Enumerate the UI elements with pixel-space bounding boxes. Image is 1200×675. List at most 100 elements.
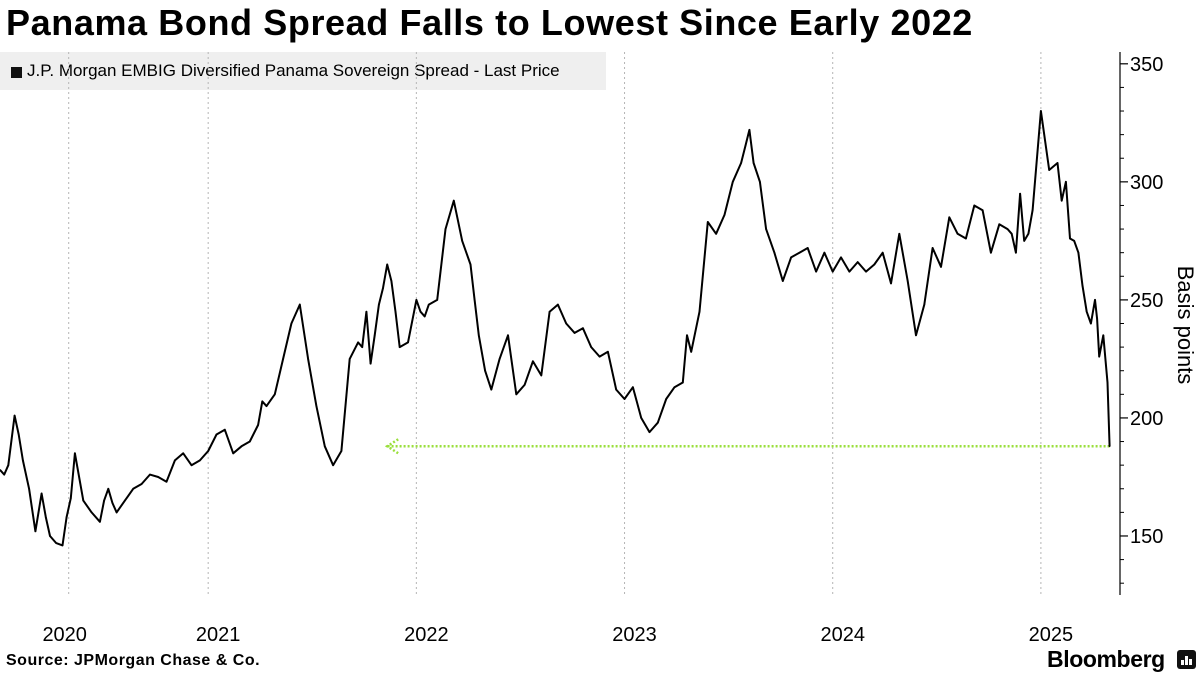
data-point bbox=[224, 428, 226, 431]
data-point bbox=[398, 346, 401, 348]
data-point bbox=[282, 358, 284, 360]
data-point bbox=[103, 499, 105, 502]
data-point bbox=[673, 386, 676, 389]
data-point bbox=[261, 400, 264, 403]
data-point bbox=[265, 405, 268, 407]
x-tick-label: 2023 bbox=[612, 624, 657, 646]
data-point bbox=[1060, 199, 1063, 202]
data-point bbox=[386, 263, 389, 266]
data-point bbox=[290, 322, 293, 325]
data-point bbox=[1108, 445, 1111, 448]
x-tick-label: 2025 bbox=[1029, 624, 1074, 646]
data-point bbox=[752, 162, 755, 164]
annotation-arrow-head bbox=[384, 438, 399, 455]
data-point bbox=[898, 232, 901, 235]
data-point bbox=[940, 266, 942, 268]
data-point bbox=[881, 251, 884, 254]
data-point bbox=[340, 450, 343, 452]
data-point bbox=[407, 341, 409, 344]
y-tick-label: 350 bbox=[1130, 54, 1163, 76]
data-point bbox=[90, 511, 93, 514]
data-point bbox=[686, 334, 688, 337]
data-point bbox=[3, 473, 5, 476]
legend-swatch-icon bbox=[11, 67, 22, 78]
data-point bbox=[140, 483, 143, 485]
data-point bbox=[111, 502, 114, 504]
data-point bbox=[378, 303, 380, 306]
data-point bbox=[132, 487, 135, 490]
data-point bbox=[831, 270, 834, 273]
data-point bbox=[856, 261, 859, 263]
data-point bbox=[1056, 162, 1059, 164]
data-point bbox=[623, 398, 626, 400]
data-point bbox=[515, 393, 518, 396]
data-point bbox=[1096, 317, 1098, 320]
x-tick-label: 2020 bbox=[42, 624, 87, 646]
data-point bbox=[781, 280, 784, 282]
bloomberg-chart-icon bbox=[1177, 650, 1196, 669]
data-point bbox=[1027, 232, 1030, 235]
data-point bbox=[956, 232, 959, 235]
data-point bbox=[890, 282, 892, 285]
data-point bbox=[34, 530, 37, 533]
data-point bbox=[273, 393, 276, 396]
data-point bbox=[1102, 334, 1105, 337]
data-point bbox=[157, 476, 160, 478]
data-point bbox=[648, 431, 651, 433]
data-point bbox=[0, 469, 1, 471]
data-point bbox=[1098, 355, 1100, 358]
data-point bbox=[906, 280, 909, 282]
x-tick-label: 2022 bbox=[404, 624, 449, 646]
data-point bbox=[1106, 381, 1109, 384]
data-point bbox=[1069, 237, 1071, 240]
data-point bbox=[415, 299, 418, 301]
data-point bbox=[55, 542, 58, 544]
data-point bbox=[428, 303, 430, 306]
data-point bbox=[315, 405, 318, 407]
data-point bbox=[115, 511, 118, 514]
y-tick-label: 200 bbox=[1130, 408, 1163, 430]
data-point bbox=[840, 256, 842, 259]
data-point bbox=[990, 251, 992, 254]
legend-label: J.P. Morgan EMBIG Diversified Panama Sov… bbox=[27, 61, 560, 80]
data-point bbox=[1094, 299, 1096, 301]
data-point bbox=[461, 240, 463, 242]
data-point bbox=[759, 181, 761, 183]
data-point bbox=[332, 464, 334, 466]
data-point bbox=[390, 280, 393, 282]
data-point bbox=[565, 322, 568, 325]
data-point bbox=[1077, 251, 1080, 254]
data-point bbox=[40, 492, 43, 495]
data-point bbox=[548, 310, 551, 313]
y-axis-title: Basis points bbox=[1173, 266, 1198, 385]
data-point bbox=[484, 369, 486, 372]
data-point bbox=[207, 450, 209, 452]
data-point bbox=[865, 270, 867, 273]
data-point bbox=[165, 480, 168, 483]
series-line bbox=[0, 110, 1111, 547]
y-tick-label: 150 bbox=[1130, 526, 1163, 548]
data-point bbox=[744, 145, 747, 148]
data-point bbox=[498, 358, 501, 360]
data-point bbox=[607, 351, 609, 353]
data-point bbox=[573, 332, 576, 334]
brand-logo: Bloomberg bbox=[1047, 646, 1165, 672]
data-point bbox=[1010, 232, 1013, 235]
data-point bbox=[698, 310, 701, 313]
data-point bbox=[13, 414, 16, 417]
data-point bbox=[436, 299, 438, 301]
data-point bbox=[798, 251, 801, 254]
data-point bbox=[74, 452, 76, 455]
data-point bbox=[469, 263, 472, 266]
data-point bbox=[723, 214, 726, 216]
data-point bbox=[49, 535, 51, 537]
data-point bbox=[478, 334, 480, 337]
data-point bbox=[369, 362, 372, 365]
data-point bbox=[615, 388, 618, 391]
data-point bbox=[107, 487, 110, 490]
data-point bbox=[490, 388, 493, 391]
data-point bbox=[998, 223, 1001, 226]
data-point bbox=[257, 424, 259, 426]
y-tick-label: 300 bbox=[1130, 172, 1163, 194]
data-point bbox=[598, 355, 601, 358]
